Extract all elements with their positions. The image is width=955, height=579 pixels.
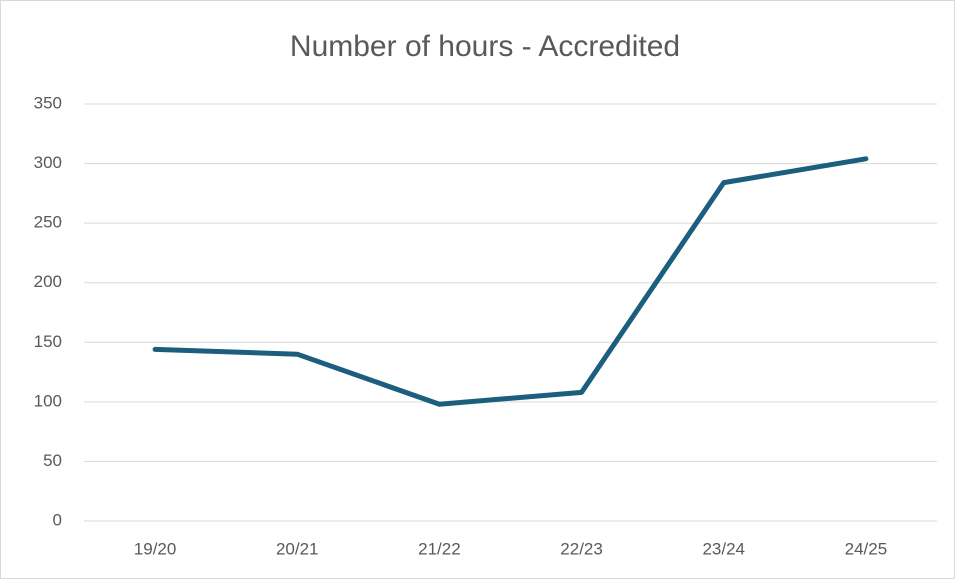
y-tick-label: 150	[34, 332, 62, 351]
y-tick-label: 350	[34, 93, 62, 112]
chart-title: Number of hours - Accredited	[290, 30, 680, 63]
data-line	[152, 156, 869, 407]
y-tick-label: 200	[34, 272, 62, 291]
x-tick-label: 19/20	[134, 539, 177, 558]
y-tick-label: 250	[34, 213, 62, 232]
x-tick-label: 20/21	[276, 539, 319, 558]
x-tick-label: 21/22	[418, 539, 461, 558]
x-tick-label: 24/25	[845, 539, 888, 558]
y-tick-label: 0	[53, 510, 62, 529]
x-tick-label: 22/23	[560, 539, 603, 558]
x-tick-label: 23/24	[702, 539, 745, 558]
y-tick-label: 100	[34, 391, 62, 410]
y-tick-label: 300	[34, 153, 62, 172]
y-tick-label: 50	[43, 451, 62, 470]
